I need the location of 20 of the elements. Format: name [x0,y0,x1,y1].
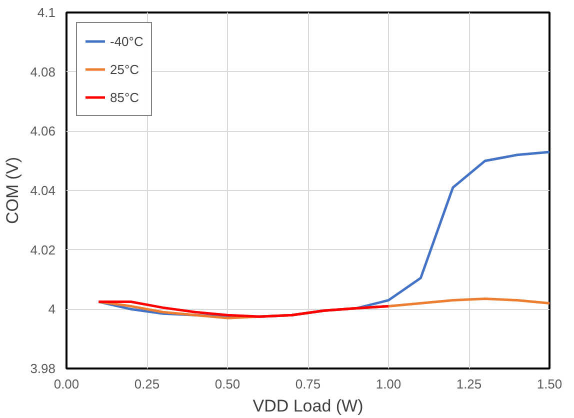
legend-label: 85°C [110,90,140,104]
y-tick-label: 4.04 [30,183,56,198]
y-tick-label: 4.02 [30,242,56,258]
line-series [97,300,390,318]
x-tick-label: 0.75 [295,376,321,392]
x-tick-label: 0.25 [134,376,160,392]
x-tick-label: 1.50 [536,376,562,392]
y-tick-label: 4.08 [30,64,56,80]
x-tick-label: 1.25 [456,376,482,392]
legend-label: -40°C [110,34,144,48]
x-tick-label: 0.50 [214,376,240,392]
x-axis-title: VDD Load (W) [252,396,364,416]
y-tick-label: 4.06 [30,124,56,139]
x-tick-label: 0.00 [54,376,80,392]
y-tick-label: 4 [48,302,56,317]
y-axis-title: COM (V) [3,156,22,224]
legend-label: 25°C [110,62,140,76]
x-tick-label: 1.00 [376,376,402,392]
y-tick-label: 3.98 [30,361,56,376]
y-tick-label: 4.1 [37,5,56,20]
